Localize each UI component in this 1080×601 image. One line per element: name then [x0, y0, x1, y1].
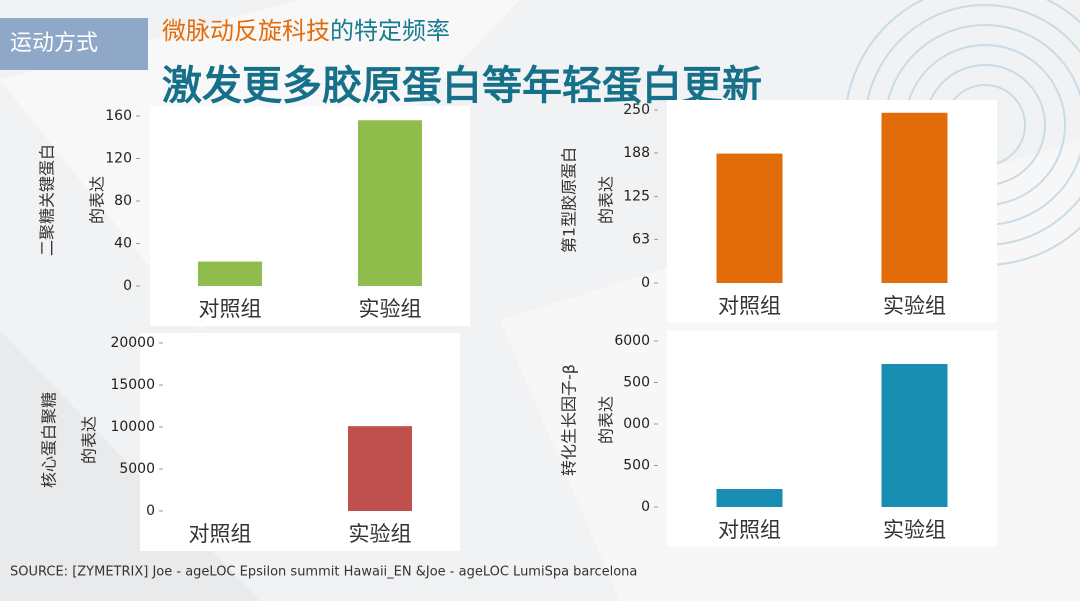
y-tick-label: 6000: [614, 333, 650, 349]
y-axis-label: 的表达: [597, 176, 616, 224]
y-tick-label: 0: [146, 503, 155, 519]
bar: [881, 112, 948, 283]
y-axis-label: 第1型胶原蛋白: [560, 147, 579, 253]
y-tick-label: 5000: [119, 461, 155, 477]
x-tick-label: 对照组: [199, 297, 262, 321]
subtitle-highlight: 微脉动反旋科技: [162, 17, 330, 45]
subtitle-rest: 的特定频率: [330, 17, 450, 45]
y-tick-label: 0: [641, 499, 650, 515]
y-axis-label: 二聚糖关键蛋白: [38, 144, 57, 256]
bar: [716, 153, 783, 283]
y-tick-label: 0: [641, 275, 650, 291]
tag: 运动方式: [10, 31, 98, 56]
y-tick-label: 10000: [110, 419, 155, 435]
x-tick-label: 对照组: [718, 294, 781, 318]
bar: [716, 489, 783, 507]
subtitle: 微脉动反旋科技的特定频率: [162, 17, 450, 45]
y-tick-label: 250: [623, 102, 650, 118]
bar: [358, 120, 422, 286]
y-tick-label: 0: [123, 278, 132, 294]
y-axis-label: 的表达: [597, 396, 616, 444]
bar: [881, 363, 948, 507]
x-tick-label: 实验组: [359, 297, 422, 321]
y-tick-label: 40: [114, 236, 132, 252]
bar: [198, 261, 262, 286]
y-tick-label: 000: [623, 416, 650, 432]
x-tick-label: 实验组: [349, 522, 412, 546]
y-axis-label: 的表达: [88, 176, 107, 224]
y-tick-label: 20000: [110, 335, 155, 351]
y-tick-label: 500: [623, 458, 650, 474]
tag-box: [0, 18, 148, 70]
y-axis-label: 核心蛋白聚糖: [40, 392, 59, 488]
x-tick-label: 对照组: [189, 522, 252, 546]
y-tick-label: 80: [114, 193, 132, 209]
x-tick-label: 实验组: [883, 518, 946, 542]
y-axis-label: 的表达: [80, 416, 99, 464]
title: 激发更多胶原蛋白等年轻蛋白更新: [162, 63, 762, 109]
y-tick-label: 63: [632, 231, 650, 247]
y-tick-label: 15000: [110, 377, 155, 393]
x-tick-label: 实验组: [883, 294, 946, 318]
source: SOURCE: [ZYMETRIX] Joe - ageLOC Epsilon …: [10, 565, 637, 580]
y-tick-label: 500: [623, 375, 650, 391]
y-tick-label: 120: [105, 151, 132, 167]
y-tick-label: 160: [105, 108, 132, 124]
bar: [348, 426, 412, 511]
y-axis-label: 转化生长因子-β: [560, 364, 579, 476]
y-tick-label: 125: [623, 189, 650, 205]
y-tick-label: 188: [623, 145, 650, 161]
x-tick-label: 对照组: [718, 518, 781, 542]
